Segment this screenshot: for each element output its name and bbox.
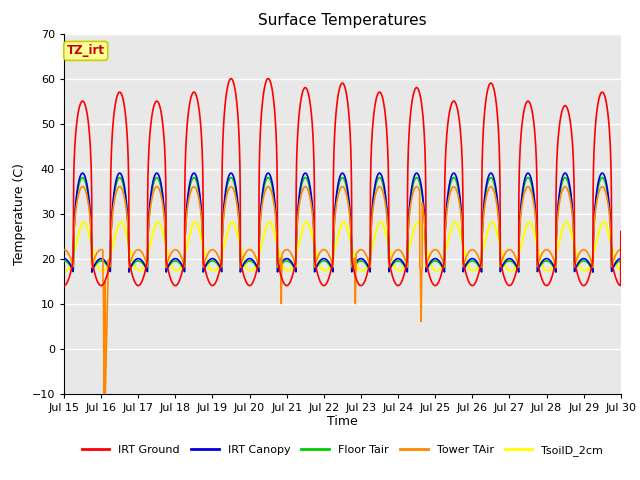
Line: Floor Tair: Floor Tair: [64, 178, 621, 272]
Line: IRT Ground: IRT Ground: [64, 79, 621, 286]
IRT Ground: [60, 283, 68, 288]
IRT Canopy: [406, 193, 414, 199]
Floor Tair: [564, 180, 572, 185]
Tower TAir: [564, 188, 572, 194]
IRT Ground: [179, 264, 187, 270]
TsoilD_2cm: [397, 267, 404, 273]
TsoilD_2cm: [406, 240, 414, 246]
IRT Ground: [406, 111, 414, 117]
Tower TAir: [407, 202, 415, 207]
Legend: IRT Ground, IRT Canopy, Floor Tair, Tower TAir, TsoilD_2cm: IRT Ground, IRT Canopy, Floor Tair, Towe…: [77, 440, 607, 460]
Tower TAir: [397, 249, 404, 254]
Floor Tair: [60, 258, 68, 264]
IRT Ground: [227, 76, 235, 82]
IRT Ground: [617, 283, 625, 288]
IRT Ground: [216, 268, 223, 274]
TsoilD_2cm: [617, 267, 625, 273]
Line: IRT Canopy: IRT Canopy: [64, 173, 621, 272]
Line: Tower TAir: Tower TAir: [64, 187, 621, 403]
IRT Ground: [397, 280, 404, 286]
IRT Canopy: [564, 175, 572, 181]
IRT Canopy: [617, 256, 625, 262]
Line: TsoilD_2cm: TsoilD_2cm: [64, 222, 621, 271]
TsoilD_2cm: [179, 257, 187, 263]
Tower TAir: [617, 247, 625, 252]
Tower TAir: [100, 400, 108, 406]
IRT Canopy: [617, 256, 625, 262]
IRT Canopy: [79, 170, 86, 176]
Y-axis label: Temperature (C): Temperature (C): [13, 163, 26, 264]
Tower TAir: [617, 247, 625, 252]
IRT Ground: [617, 228, 625, 234]
Floor Tair: [79, 175, 86, 180]
Text: TZ_irt: TZ_irt: [67, 44, 105, 58]
Title: Surface Temperatures: Surface Temperatures: [258, 13, 427, 28]
Tower TAir: [216, 257, 223, 263]
TsoilD_2cm: [564, 221, 572, 227]
IRT Ground: [564, 108, 572, 113]
X-axis label: Time: Time: [327, 415, 358, 429]
IRT Canopy: [216, 264, 223, 269]
TsoilD_2cm: [216, 260, 223, 266]
IRT Canopy: [397, 257, 404, 263]
Floor Tair: [589, 269, 596, 275]
Floor Tair: [180, 266, 188, 272]
Floor Tair: [397, 259, 404, 264]
TsoilD_2cm: [451, 219, 459, 225]
TsoilD_2cm: [617, 267, 625, 273]
Tower TAir: [60, 247, 68, 252]
Tower TAir: [79, 184, 86, 190]
IRT Canopy: [60, 256, 68, 262]
Floor Tair: [216, 264, 223, 270]
Tower TAir: [180, 260, 188, 266]
TsoilD_2cm: [60, 268, 68, 274]
Floor Tair: [617, 258, 625, 264]
Floor Tair: [406, 197, 414, 203]
Floor Tair: [617, 258, 625, 264]
IRT Canopy: [589, 269, 596, 275]
IRT Canopy: [180, 265, 188, 271]
